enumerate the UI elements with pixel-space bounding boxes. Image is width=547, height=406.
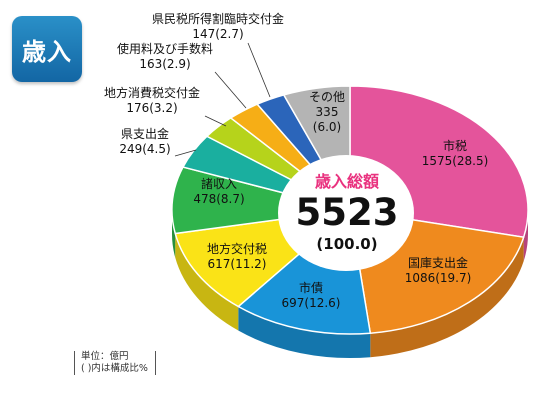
pie-center <box>278 155 414 271</box>
label-name-その他: その他 <box>309 90 345 104</box>
pie-side-市税 <box>523 210 529 262</box>
label-name-県支出金: 県支出金 <box>121 126 169 141</box>
leader-line-使用料及び手数料 <box>214 71 247 109</box>
leader-line-県支出金 <box>174 149 197 157</box>
label-value-地方交付税: 617(11.2) <box>208 257 267 271</box>
label-value-市税: 1575(28.5) <box>422 154 489 168</box>
label-name-市税: 市税 <box>443 138 467 153</box>
label-value2-その他: (6.0) <box>313 120 341 134</box>
label-name-諸収入: 諸収入 <box>201 176 237 191</box>
label-name-県民税所得割臨時交付金: 県民税所得割臨時交付金 <box>152 11 284 26</box>
center-total-pct: (100.0) <box>316 235 377 253</box>
label-name-地方消費税交付金: 地方消費税交付金 <box>104 85 200 100</box>
pie-slice-諸収入 <box>171 166 351 235</box>
label-name-地方交付税: 地方交付税 <box>207 241 267 256</box>
label-value-県支出金: 249(4.5) <box>119 142 170 156</box>
pie-side-市債 <box>238 306 371 359</box>
label-value-その他: 335 <box>316 105 339 119</box>
unit-note: 単位：億円 ( )内は構成比% <box>74 351 156 375</box>
pie-side-地方交付税 <box>175 233 239 331</box>
label-name-国庫支出金: 国庫支出金 <box>408 255 468 270</box>
label-name-市債: 市債 <box>299 280 323 295</box>
label-value-市債: 697(12.6) <box>282 296 341 310</box>
leader-line-県民税所得割臨時交付金 <box>247 42 271 98</box>
center-total: 5523 <box>296 191 399 234</box>
revenue-badge: 歳入 <box>12 16 82 82</box>
center-title: 歳入総額 <box>315 172 379 191</box>
label-value-諸収入: 478(8.7) <box>193 192 244 206</box>
ratio-note: ( )内は構成比% <box>81 363 148 374</box>
label-value-使用料及び手数料: 163(2.9) <box>139 57 190 71</box>
leader-line-地方消費税交付金 <box>204 115 227 127</box>
revenue-badge-label: 歳入 <box>22 37 72 66</box>
label-value-国庫支出金: 1086(19.7) <box>405 271 472 285</box>
label-value-県民税所得割臨時交付金: 147(2.7) <box>192 27 243 41</box>
label-value-地方消費税交付金: 176(3.2) <box>126 101 177 115</box>
label-name-使用料及び手数料: 使用料及び手数料 <box>117 41 213 56</box>
unit-label: 単位：億円 <box>81 351 129 362</box>
